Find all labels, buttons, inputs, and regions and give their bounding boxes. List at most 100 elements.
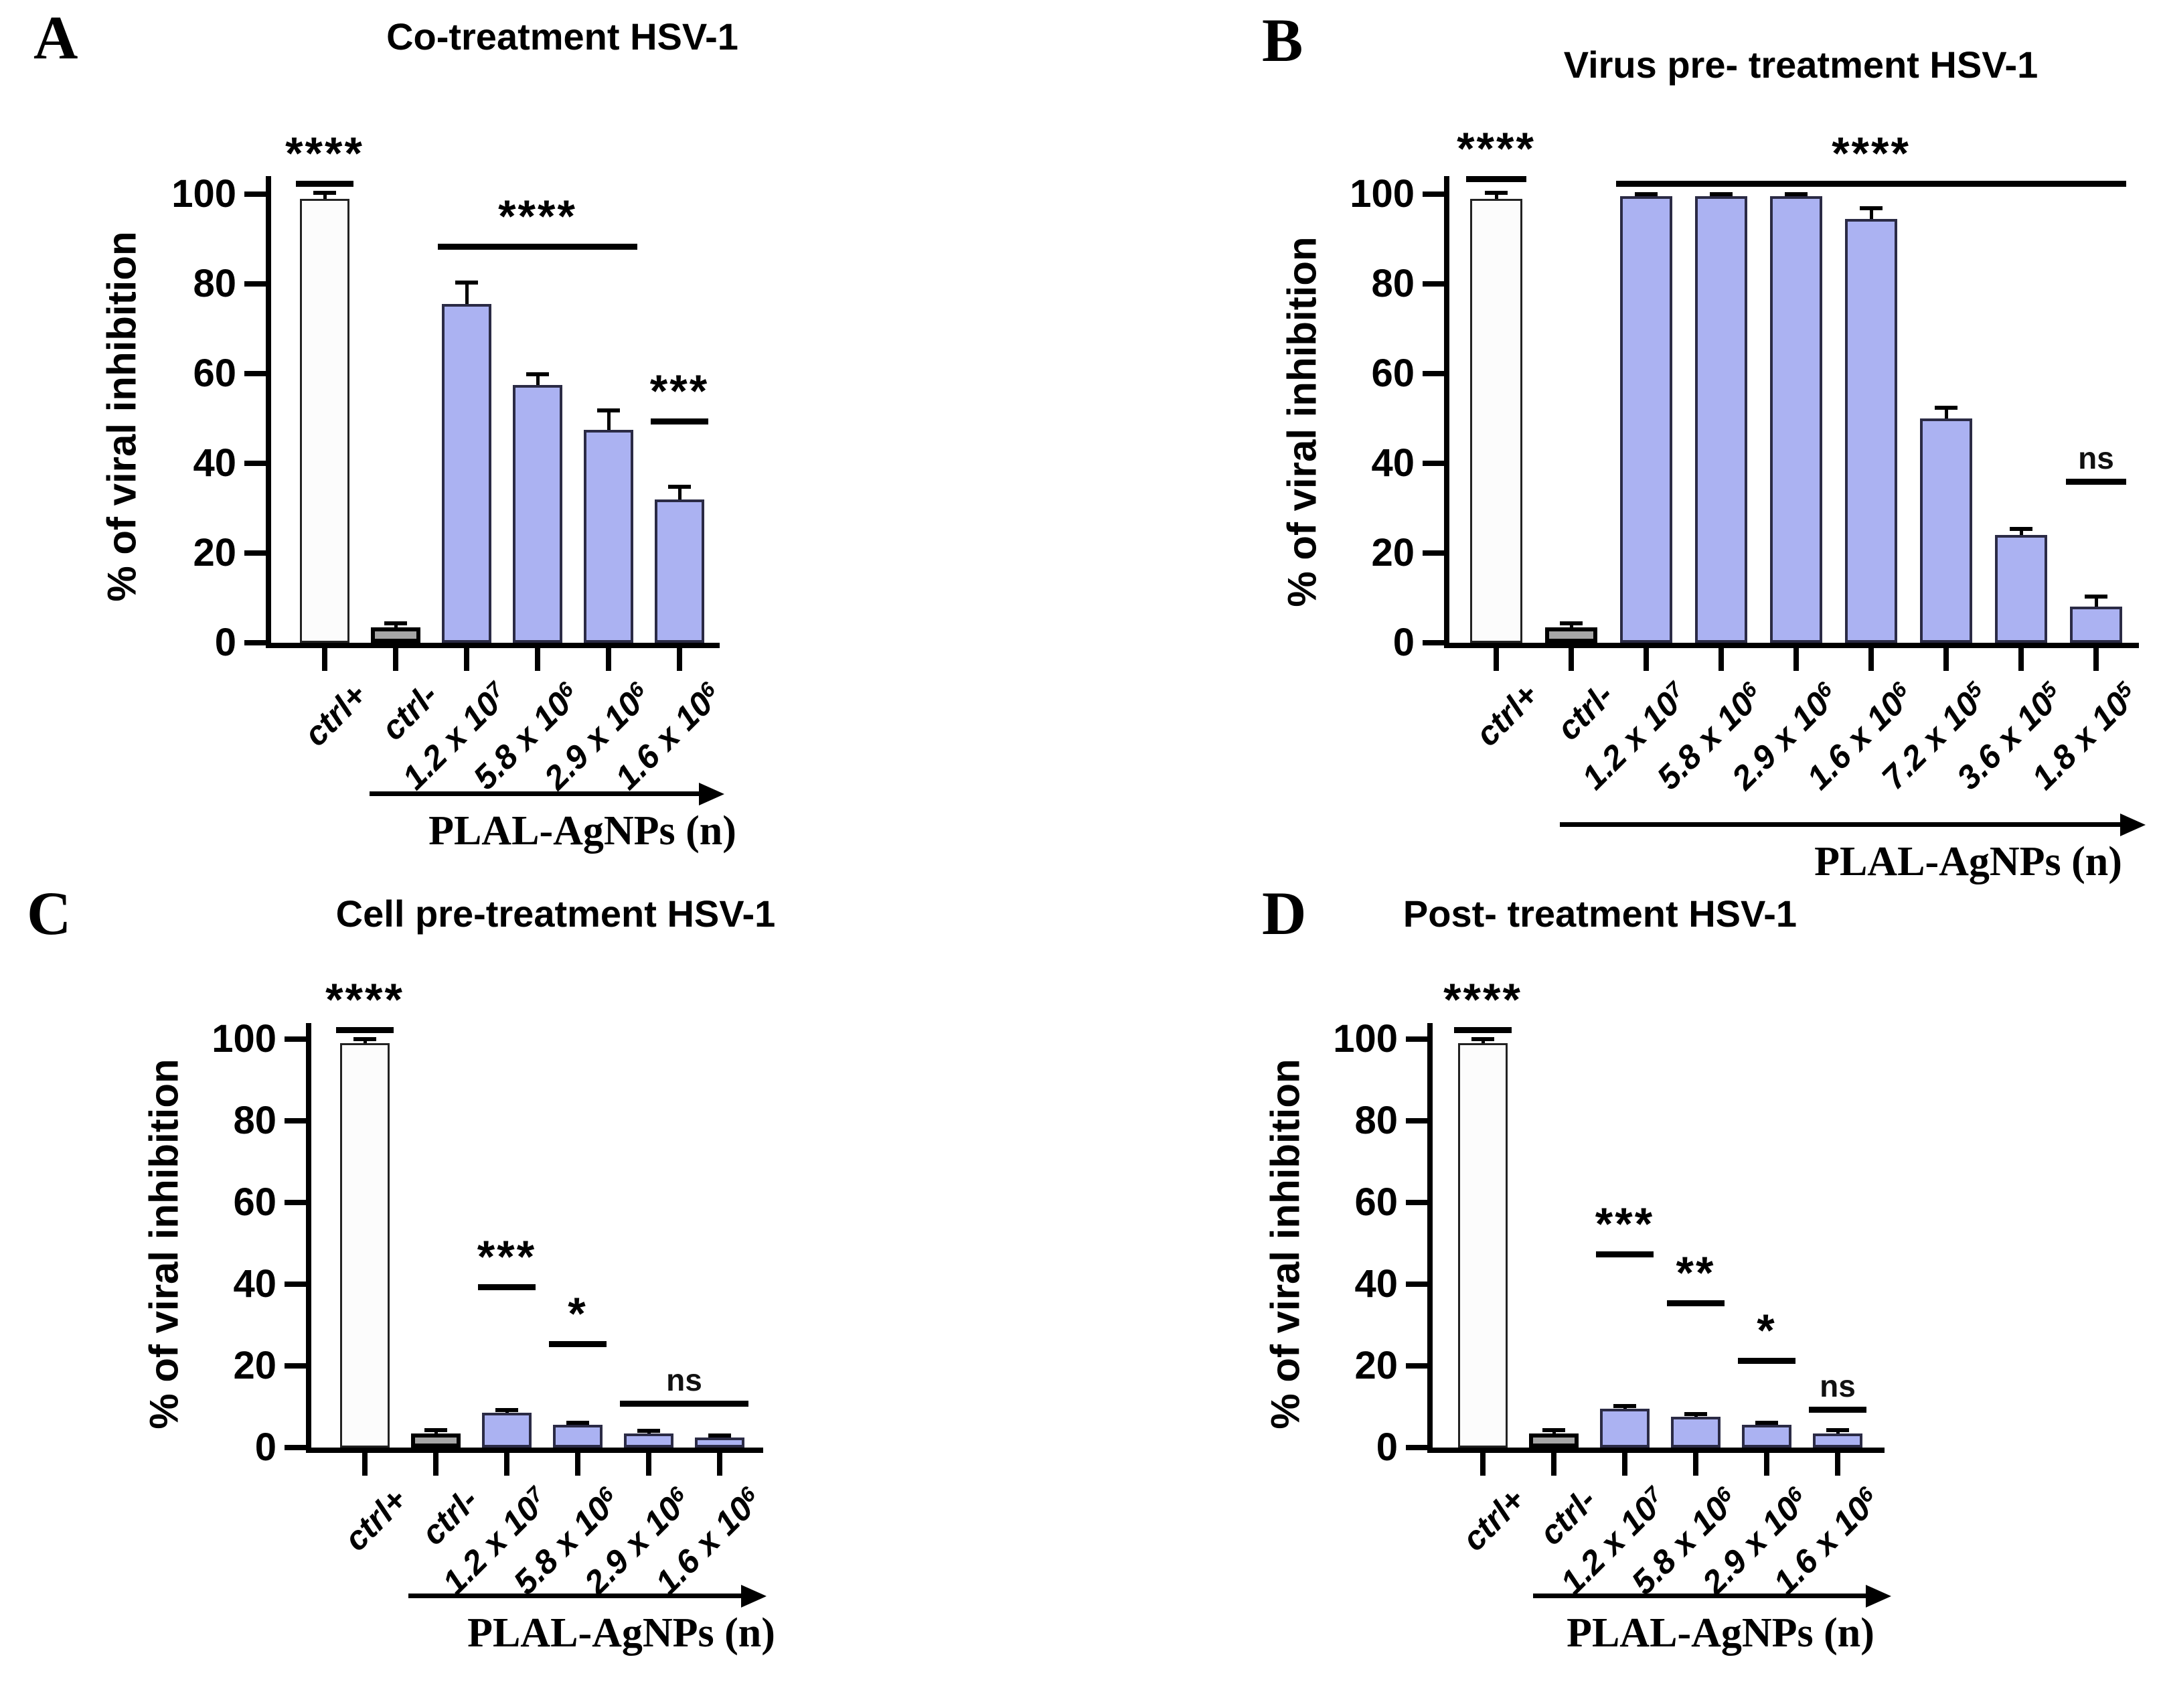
x-axis-arrow-line [408,1594,745,1598]
x-tick [1793,648,1799,671]
y-tick [1423,461,1444,466]
error-bar-cap [708,1433,731,1438]
significance-line [296,180,353,187]
y-tick-label: 60 [233,1180,276,1224]
bar-5.8x10 [553,1425,603,1448]
x-tick [1693,1453,1698,1476]
bar-1.2x10 [482,1413,532,1448]
x-tick [2018,648,2024,671]
y-tick [1406,1200,1427,1205]
x-tick [646,1453,651,1476]
y-tick-label: 40 [1371,441,1415,485]
x-axis-label-a: PLAL-AgNPs (n) [428,808,736,854]
y-tick [1423,371,1444,376]
x-tick [606,648,611,671]
y-tick-label: 60 [1371,352,1415,395]
x-category-label: ctrl+ [337,1480,414,1559]
x-tick [1835,1453,1840,1476]
y-tick-label: 0 [1376,1425,1398,1469]
x-tick [1868,648,1874,671]
x-axis [1444,643,2139,648]
x-axis-arrow-head [699,783,724,805]
significance-line [1667,1300,1725,1307]
x-tick [1644,648,1649,671]
panel-title-c: Cell pre-treatment HSV-1 [335,892,776,935]
x-axis-arrow-head [741,1585,767,1608]
significance-line [651,418,708,424]
y-tick [1406,1363,1427,1369]
y-tick [1423,640,1444,645]
bar-1.8x10 [2070,607,2122,643]
significance-line [438,243,637,250]
x-tick [433,1453,438,1476]
bar-ctrl+ [300,198,349,643]
x-tick [1764,1453,1769,1476]
x-tick [322,648,327,671]
y-tick [1406,1036,1427,1042]
x-axis-arrow-line [370,791,703,796]
bar-5.8x10 [513,384,562,643]
bar-1.2x10 [1600,1409,1650,1448]
error-bar-cap [1935,406,1957,410]
significance-line [2066,479,2126,485]
error-bar-cap [1710,191,1733,196]
bar-ctrl+ [340,1043,390,1448]
error-bar-cap [2010,527,2032,532]
bar-1.2x10 [442,304,491,643]
x-tick [504,1453,509,1476]
bar-1.6x10 [655,499,704,643]
bar-1.6x10 [1813,1433,1862,1448]
error-bar-cap [1471,1036,1494,1041]
y-axis [1427,1022,1433,1453]
y-tick-label: 0 [254,1425,276,1469]
y-tick-label: 20 [233,1344,276,1387]
y-axis [306,1022,311,1453]
y-tick-label: 20 [193,531,236,574]
x-tick [1718,648,1724,671]
bar-2.9x10 [1742,1425,1791,1448]
significance-stars: * [568,1288,588,1340]
x-category-label: ctrl+ [297,676,374,754]
error-bar-cap [1485,190,1508,195]
error-bar-cap [526,372,549,376]
y-tick [1406,1445,1427,1450]
y-tick [1406,1282,1427,1287]
significance-line [549,1341,607,1348]
y-tick-label: 100 [171,172,236,216]
x-axis-label-b: PLAL-AgNPs (n) [1814,839,2122,884]
error-bar-cap [1635,191,1658,196]
y-tick-label: 80 [1371,262,1415,305]
y-tick-label: 80 [193,262,236,305]
y-tick [285,1363,306,1369]
error-bar-cap [353,1036,376,1041]
x-axis-arrow-line [1533,1594,1870,1598]
x-axis-arrow-head [1866,1585,1891,1608]
x-tick [677,648,682,671]
y-tick [244,191,266,197]
bar-2.9x10 [1770,196,1822,643]
error-bar-stem [1495,191,1498,199]
y-tick-label: 100 [1350,172,1415,216]
panel-letter-c: C [27,879,72,947]
bar-2.9x10 [624,1433,673,1448]
y-tick-label: 20 [1371,531,1415,574]
error-bar-cap [597,408,620,412]
y-tick-label: 100 [1333,1017,1398,1061]
bar-ctrl- [371,627,420,643]
y-tick [285,1282,306,1287]
y-tick [1423,550,1444,556]
significance-stars: **** [1832,127,1911,179]
x-tick [393,648,398,671]
y-tick-label: 40 [193,441,236,485]
error-bar-cap [566,1420,589,1425]
bar-7.2x10 [1920,418,1972,643]
significance-line [1809,1407,1866,1413]
x-tick [1480,1453,1486,1476]
significance-line [336,1026,394,1033]
x-tick [535,648,540,671]
bar-1.6x10 [695,1437,744,1448]
x-axis [266,643,720,648]
x-axis [1427,1448,1885,1453]
error-bar-cap [1684,1412,1707,1417]
x-axis-label-c: PLAL-AgNPs (n) [467,1610,775,1656]
